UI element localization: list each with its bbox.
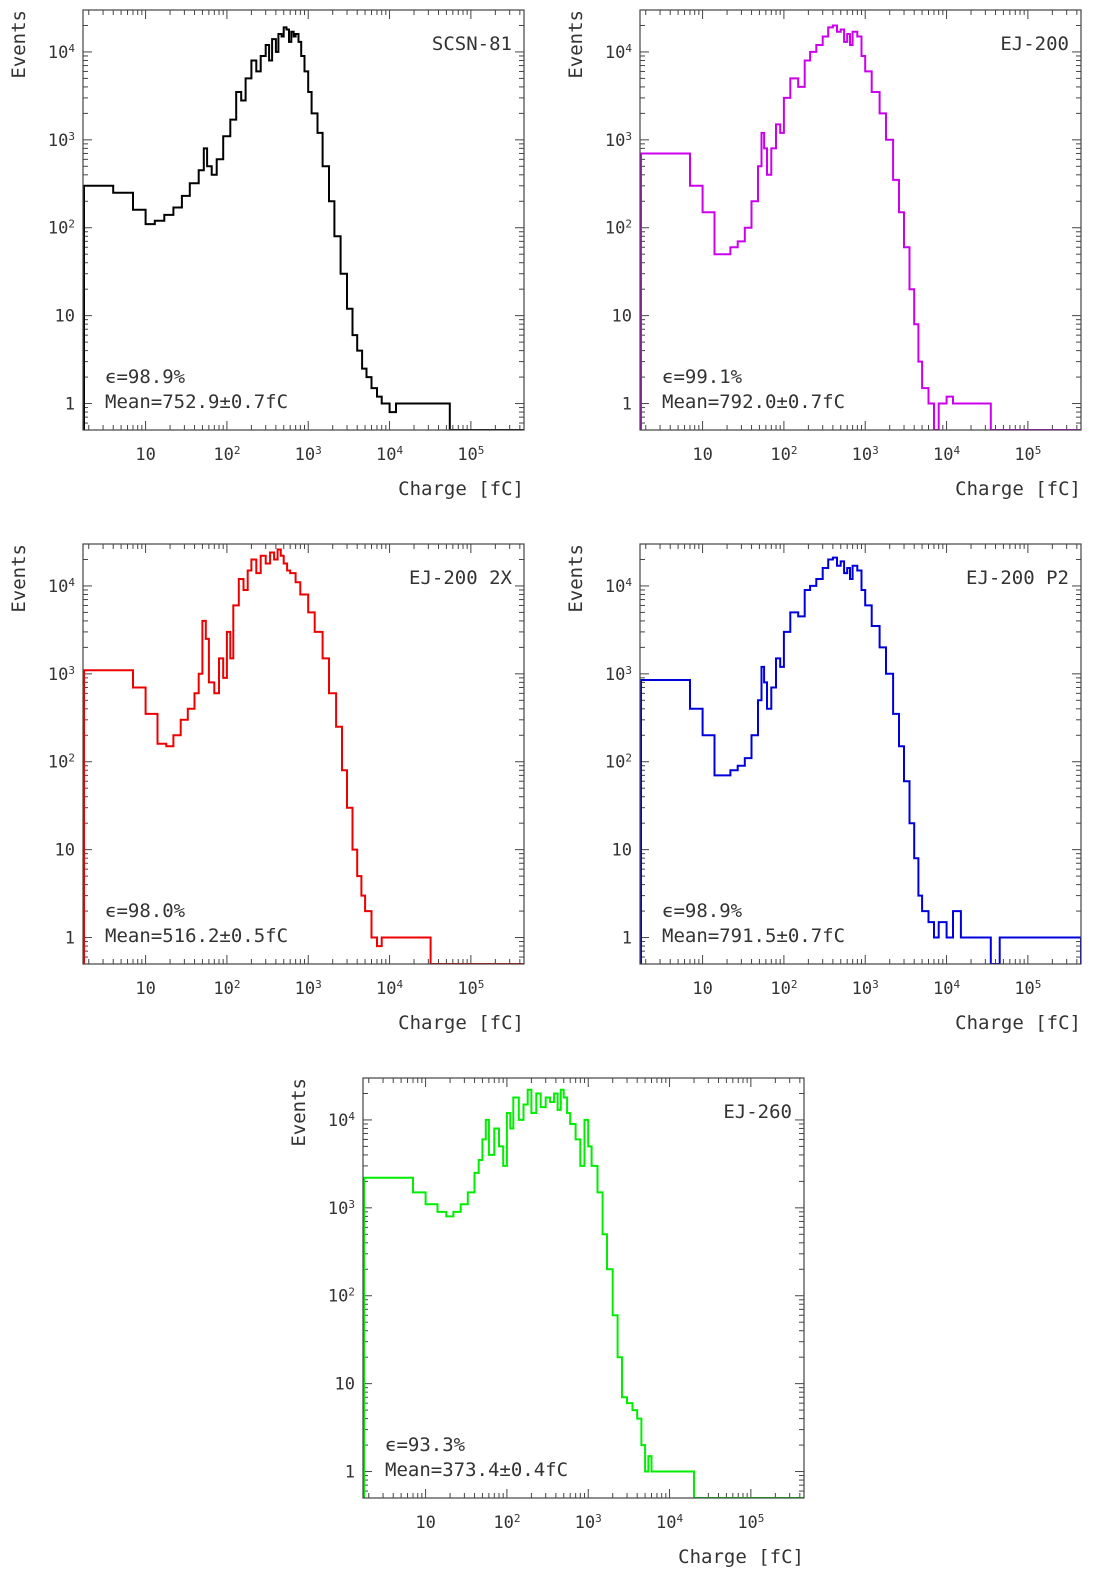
y-axis-label: Events — [288, 1078, 310, 1147]
x-tick-label: 10 — [692, 979, 712, 999]
x-axis-label: Charge [fC] — [955, 1012, 1081, 1034]
x-tick-label: 102 — [493, 1512, 520, 1534]
y-tick-label: 102 — [605, 751, 632, 773]
plot-frame — [639, 543, 1082, 965]
x-tick-label: 104 — [376, 978, 403, 1000]
x-tick-label: 102 — [213, 978, 240, 1000]
y-tick-label: 10 — [55, 841, 75, 861]
y-tick-label: 1 — [345, 1463, 355, 1483]
panel-label: EJ-200 P2 — [966, 567, 1069, 589]
x-tick-label: 105 — [457, 978, 484, 1000]
x-tick-label: 104 — [933, 978, 960, 1000]
y-tick-label: 102 — [48, 217, 75, 239]
y-axis-label: Events — [8, 10, 30, 79]
x-tick-label: 10 — [415, 1513, 435, 1533]
x-tick-label: 104 — [376, 444, 403, 466]
y-tick-label: 102 — [328, 1285, 355, 1307]
panel-label: EJ-200 2X — [409, 567, 513, 589]
y-tick-label: 103 — [328, 1197, 355, 1219]
panel-label: EJ-200 — [1000, 33, 1069, 55]
y-tick-label: 10 — [335, 1375, 355, 1395]
x-tick-label: 104 — [656, 1512, 683, 1534]
y-tick-label: 1 — [65, 929, 75, 949]
y-tick-label: 1 — [622, 395, 632, 415]
histogram-series — [363, 1088, 804, 1498]
y-tick-label: 1 — [65, 395, 75, 415]
y-tick-label: 102 — [605, 217, 632, 239]
efficiency-annotation: ϵ=98.0% — [105, 900, 186, 922]
x-tick-label: 102 — [770, 444, 797, 466]
y-tick-label: 104 — [328, 1109, 355, 1131]
efficiency-annotation: ϵ=98.9% — [662, 900, 743, 922]
y-tick-label: 104 — [48, 41, 75, 63]
plot-frame — [362, 1077, 805, 1499]
efficiency-annotation: ϵ=99.1% — [662, 366, 743, 388]
histogram-series — [640, 556, 1081, 964]
x-tick-label: 10 — [135, 979, 155, 999]
mean-annotation: Mean=516.2±0.5fC — [105, 925, 288, 947]
x-tick-label: 10 — [135, 445, 155, 465]
y-tick-label: 103 — [605, 129, 632, 151]
x-axis-label: Charge [fC] — [955, 478, 1081, 500]
plot-frame — [639, 9, 1082, 431]
y-tick-label: 104 — [605, 41, 632, 63]
x-tick-label: 103 — [575, 1512, 602, 1534]
y-tick-label: 10 — [55, 307, 75, 327]
y-axis-label: Events — [565, 544, 587, 613]
y-tick-label: 104 — [605, 575, 632, 597]
y-axis-label: Events — [8, 544, 30, 613]
y-tick-label: 104 — [48, 575, 75, 597]
plot-frame — [82, 543, 525, 965]
histogram-series — [83, 548, 524, 964]
mean-annotation: Mean=373.4±0.4fC — [385, 1459, 568, 1481]
x-tick-label: 105 — [457, 444, 484, 466]
chart-panel-1: 10 102 103 104 105 1 10 102 103 104 Charge [fC] Eve… — [8, 9, 525, 500]
x-tick-label: 102 — [770, 978, 797, 1000]
x-axis-label: Charge [fC] — [678, 1546, 804, 1568]
chart-panel-2: 10 102 103 104 105 1 10 102 103 104 Charge [fC] Eve… — [565, 9, 1082, 500]
x-tick-label: 103 — [852, 978, 879, 1000]
y-tick-label: 102 — [48, 751, 75, 773]
plot-frame — [82, 9, 525, 431]
mean-annotation: Mean=752.9±0.7fC — [105, 391, 288, 413]
x-tick-label: 10 — [692, 445, 712, 465]
efficiency-annotation: ϵ=98.9% — [105, 366, 186, 388]
y-tick-label: 103 — [48, 663, 75, 685]
mean-annotation: Mean=791.5±0.7fC — [662, 925, 845, 947]
chart-panel-3: 10 102 103 104 105 1 10 102 103 104 Charge [fC] Eve… — [8, 543, 525, 1034]
y-axis-label: Events — [565, 10, 587, 79]
x-tick-label: 105 — [737, 1512, 764, 1534]
y-tick-label: 10 — [612, 307, 632, 327]
x-tick-label: 103 — [295, 978, 322, 1000]
y-tick-label: 1 — [622, 929, 632, 949]
x-tick-label: 102 — [213, 444, 240, 466]
y-tick-label: 10 — [612, 841, 632, 861]
panel-label: SCSN-81 — [432, 33, 512, 55]
histogram-series — [83, 26, 524, 430]
chart-panel-5: 10 102 103 104 105 1 10 102 103 104 Charge [fC] Eve… — [288, 1077, 805, 1568]
chart-panel-4: 10 102 103 104 105 1 10 102 103 104 Charge [fC] Eve… — [565, 543, 1082, 1034]
x-axis-label: Charge [fC] — [398, 478, 524, 500]
mean-annotation: Mean=792.0±0.7fC — [662, 391, 845, 413]
panel-label: EJ-260 — [723, 1101, 792, 1123]
efficiency-annotation: ϵ=93.3% — [385, 1434, 466, 1456]
x-tick-label: 105 — [1014, 444, 1041, 466]
histogram-series — [640, 24, 1081, 430]
x-tick-label: 105 — [1014, 978, 1041, 1000]
x-tick-label: 104 — [933, 444, 960, 466]
x-axis-label: Charge [fC] — [398, 1012, 524, 1034]
x-tick-label: 103 — [852, 444, 879, 466]
x-tick-label: 103 — [295, 444, 322, 466]
y-tick-label: 103 — [605, 663, 632, 685]
y-tick-label: 103 — [48, 129, 75, 151]
